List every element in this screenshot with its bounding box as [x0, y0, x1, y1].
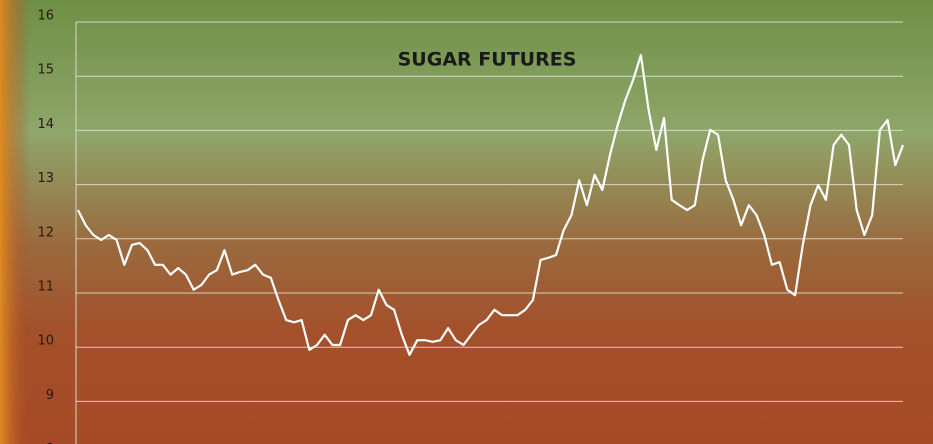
y-tick-label: 11 [37, 280, 54, 295]
y-tick-label: 8 [46, 442, 54, 444]
y-tick-label: 15 [37, 63, 54, 78]
y-tick-label: 9 [46, 388, 54, 403]
y-tick-label: 14 [37, 117, 54, 132]
chart-title: SUGAR FUTURES [398, 49, 577, 71]
y-tick-label: 12 [37, 225, 54, 240]
y-tick-label: 13 [37, 171, 54, 186]
y-tick-label: 16 [37, 9, 54, 24]
side-strip [0, 0, 30, 444]
y-tick-label: 10 [37, 334, 54, 349]
price-line [77, 54, 905, 356]
